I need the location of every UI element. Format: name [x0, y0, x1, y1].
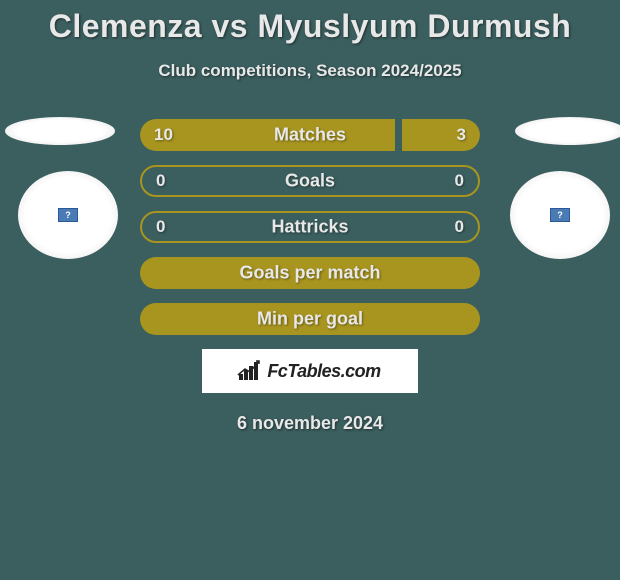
brand-text: FcTables.com — [267, 361, 380, 382]
stat-row-hattricks: 0 Hattricks 0 — [140, 211, 480, 243]
stat-label: Goals — [285, 171, 335, 192]
flag-right-icon — [515, 117, 620, 145]
stat-value-left: 10 — [154, 125, 173, 145]
stats-area: 10 Matches 3 0 Goals 0 0 Hattricks 0 Goa… — [0, 119, 620, 434]
club-placeholder-icon — [58, 208, 78, 222]
stat-row-gpm: Goals per match — [140, 257, 480, 289]
page-title: Clemenza vs Myuslyum Durmush — [0, 8, 620, 45]
brand-logo[interactable]: FcTables.com — [202, 349, 418, 393]
flag-left-icon — [5, 117, 115, 145]
stat-row-mpg: Min per goal — [140, 303, 480, 335]
stat-row-matches: 10 Matches 3 — [140, 119, 480, 151]
stat-value-right: 0 — [455, 171, 464, 191]
club-left-badge — [18, 171, 118, 259]
stat-label: Hattricks — [271, 217, 348, 238]
club-right-badge — [510, 171, 610, 259]
chart-icon — [239, 362, 261, 380]
stat-label: Matches — [274, 125, 346, 146]
club-placeholder-icon — [550, 208, 570, 222]
stat-value-right: 3 — [457, 125, 466, 145]
stat-fill-left — [140, 119, 395, 151]
stat-fill-right — [402, 119, 480, 151]
stat-value-left: 0 — [156, 217, 165, 237]
stat-row-goals: 0 Goals 0 — [140, 165, 480, 197]
stat-value-right: 0 — [455, 217, 464, 237]
brand-logo-content: FcTables.com — [239, 361, 380, 382]
stat-bars: 10 Matches 3 0 Goals 0 0 Hattricks 0 Goa… — [140, 119, 480, 335]
stat-label: Goals per match — [239, 263, 380, 284]
page-subtitle: Club competitions, Season 2024/2025 — [0, 61, 620, 81]
stat-value-left: 0 — [156, 171, 165, 191]
stat-label: Min per goal — [257, 309, 363, 330]
date-text: 6 november 2024 — [0, 413, 620, 434]
